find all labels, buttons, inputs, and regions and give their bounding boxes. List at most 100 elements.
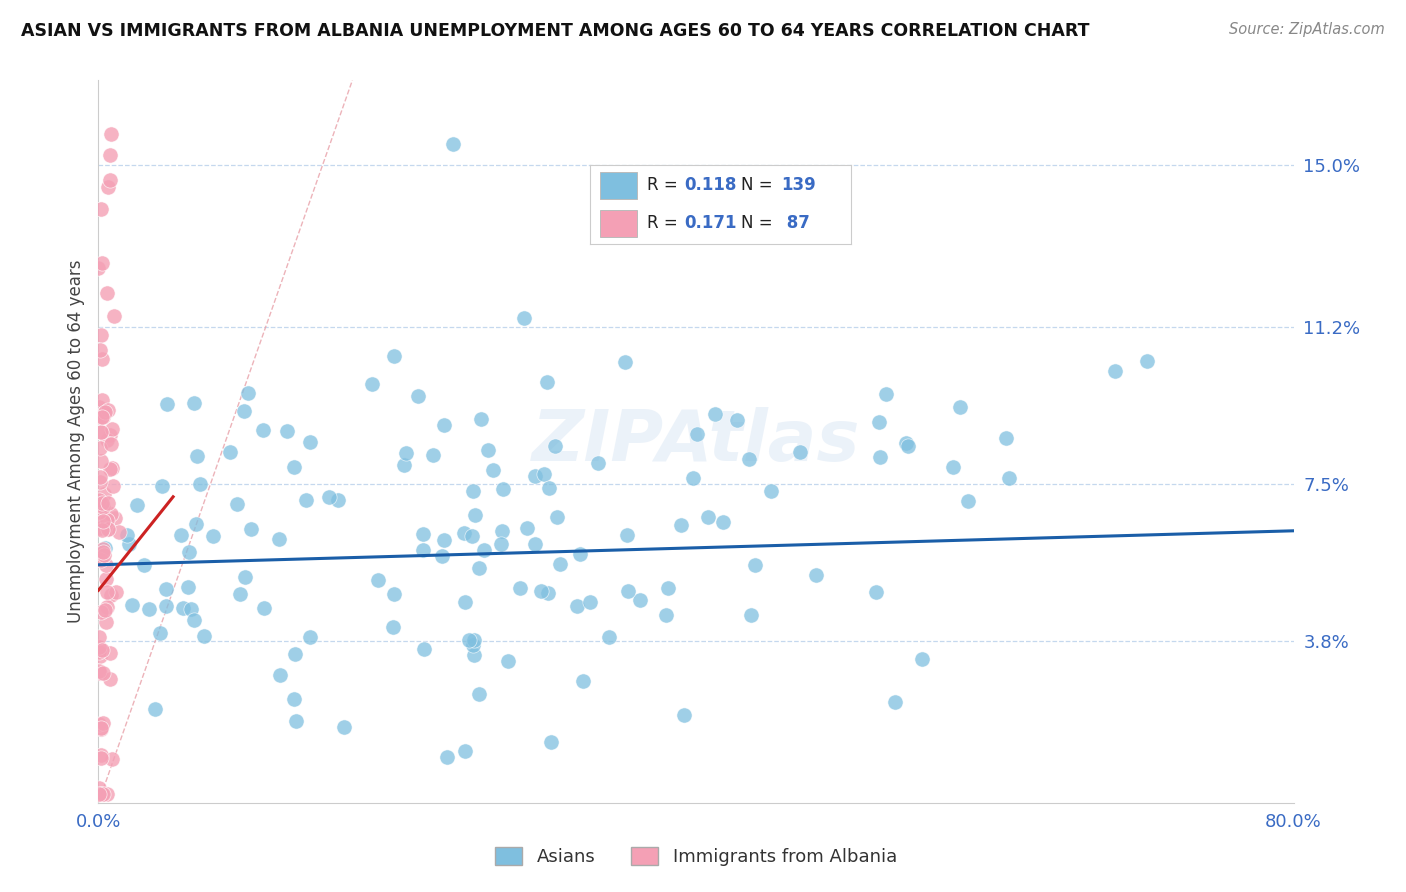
Point xyxy=(91,787,114,801)
Point xyxy=(115,528,138,542)
Point xyxy=(91,256,114,270)
Point xyxy=(91,409,114,424)
Point xyxy=(614,354,637,368)
Point xyxy=(98,672,121,686)
Point xyxy=(155,599,177,613)
Point xyxy=(789,445,811,459)
Point xyxy=(93,541,115,555)
Point xyxy=(284,648,307,662)
Point xyxy=(472,542,495,557)
Point xyxy=(177,545,200,559)
Point xyxy=(89,521,111,535)
Point xyxy=(740,607,762,622)
Point xyxy=(1136,353,1159,368)
Point xyxy=(868,415,890,429)
Point xyxy=(103,309,125,323)
Point xyxy=(101,478,124,492)
Point xyxy=(367,573,389,587)
Point xyxy=(143,702,166,716)
Point xyxy=(276,425,298,439)
Point xyxy=(93,541,115,556)
Point xyxy=(93,545,115,559)
Point xyxy=(89,640,111,655)
Point xyxy=(156,397,179,411)
Point xyxy=(100,588,122,602)
Point xyxy=(533,467,555,482)
Point xyxy=(101,422,124,436)
Point xyxy=(89,343,111,358)
Point xyxy=(94,572,117,586)
Point xyxy=(744,558,766,572)
Point xyxy=(96,787,118,801)
Point xyxy=(97,523,120,537)
Point xyxy=(91,409,114,424)
Point xyxy=(93,406,115,420)
Point xyxy=(236,386,259,401)
Point xyxy=(523,468,546,483)
Point xyxy=(422,449,444,463)
Point xyxy=(90,751,112,765)
Point xyxy=(725,413,748,427)
Text: ASIAN VS IMMIGRANTS FROM ALBANIA UNEMPLOYMENT AMONG AGES 60 TO 64 YEARS CORRELAT: ASIAN VS IMMIGRANTS FROM ALBANIA UNEMPLO… xyxy=(21,22,1090,40)
Point xyxy=(869,450,891,465)
Point xyxy=(87,551,110,566)
Point xyxy=(172,601,194,615)
Point xyxy=(89,717,111,731)
Point xyxy=(616,528,638,542)
Point xyxy=(865,585,887,599)
Point xyxy=(91,514,114,528)
FancyBboxPatch shape xyxy=(600,210,637,236)
Point xyxy=(453,526,475,541)
Text: ZIPAtlas: ZIPAtlas xyxy=(531,407,860,476)
Point xyxy=(87,787,110,801)
Point xyxy=(697,509,720,524)
Point xyxy=(98,173,121,187)
Point xyxy=(617,584,640,599)
Point xyxy=(489,537,512,551)
Point xyxy=(87,780,110,795)
Point xyxy=(89,787,111,801)
Point xyxy=(97,522,120,536)
Point xyxy=(101,752,124,766)
Point xyxy=(108,524,131,539)
Point xyxy=(460,529,482,543)
Point xyxy=(91,666,114,681)
Point xyxy=(89,505,111,519)
Point xyxy=(98,428,121,442)
Point xyxy=(283,459,305,474)
Legend: Asians, Immigrants from Albania: Asians, Immigrants from Albania xyxy=(488,839,904,873)
Point xyxy=(530,583,553,598)
Point xyxy=(711,515,734,529)
Point xyxy=(170,528,193,542)
Point xyxy=(105,585,128,599)
Point xyxy=(90,605,112,619)
Point xyxy=(118,537,141,551)
Point xyxy=(97,495,120,509)
Point xyxy=(269,668,291,682)
Text: 87: 87 xyxy=(780,214,810,232)
Point xyxy=(491,524,513,538)
Point xyxy=(89,665,111,680)
Text: Source: ZipAtlas.com: Source: ZipAtlas.com xyxy=(1229,22,1385,37)
Point xyxy=(96,585,118,599)
Point xyxy=(89,630,111,644)
Point xyxy=(90,202,112,216)
Point xyxy=(496,655,519,669)
Point xyxy=(87,400,110,414)
Point xyxy=(90,328,112,343)
Point xyxy=(361,377,384,392)
Point xyxy=(96,285,118,300)
Point xyxy=(150,479,173,493)
Point xyxy=(579,595,602,609)
Point xyxy=(132,558,155,572)
Point xyxy=(89,498,111,512)
Point xyxy=(454,595,477,609)
Point xyxy=(942,459,965,474)
Point xyxy=(101,461,124,475)
Text: N =: N = xyxy=(741,176,779,194)
Point xyxy=(252,423,274,437)
Point xyxy=(104,511,127,525)
Point xyxy=(457,633,479,648)
Point xyxy=(911,652,934,666)
Point xyxy=(395,446,418,460)
